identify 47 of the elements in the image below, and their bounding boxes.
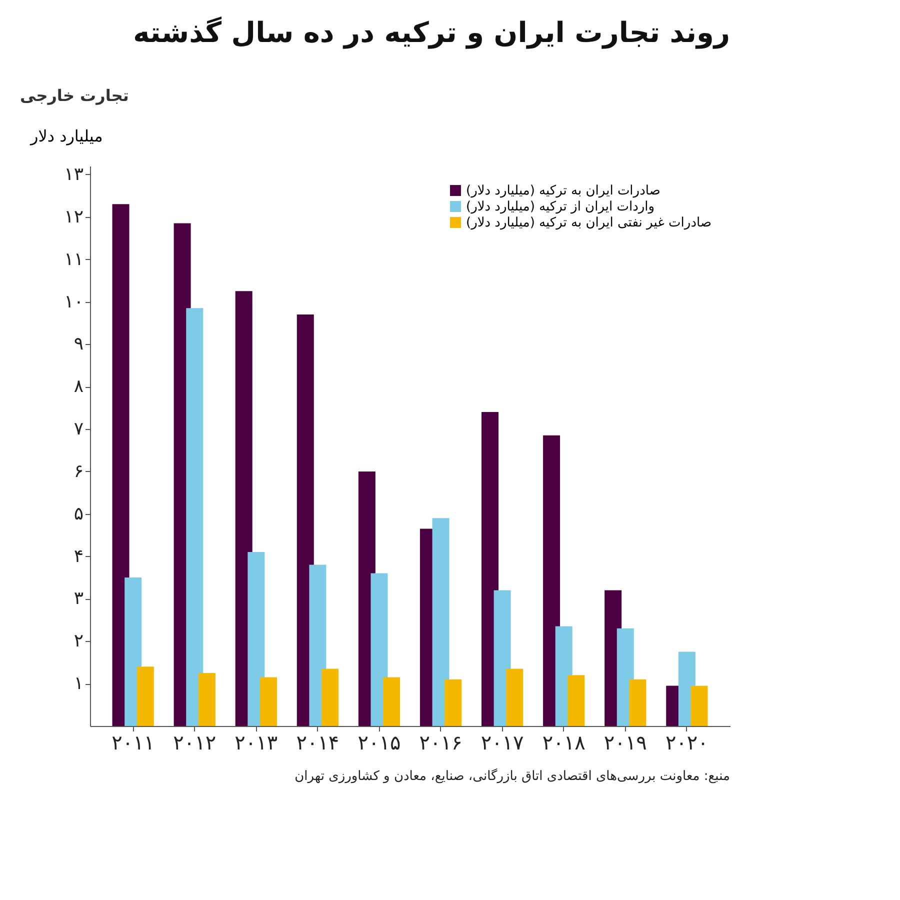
x-tick-label: ۲۰۱۳	[234, 730, 278, 754]
y-tick-label: ۱۰	[64, 291, 84, 312]
x-tick-label: ۲۰۱۵	[358, 730, 401, 754]
x-tick-label: ۲۰۱۷	[480, 730, 524, 754]
bar	[690, 686, 708, 726]
y-tick-label: ۵	[74, 503, 84, 524]
bar	[186, 308, 204, 726]
y-axis-title: میلیارد دلار	[30, 126, 103, 146]
bar	[506, 668, 524, 726]
x-tick-label: ۲۰۱۱	[112, 730, 155, 754]
y-tick-label: ۱۳	[64, 164, 84, 185]
x-tick-label: ۲۰۱۴	[296, 730, 340, 754]
y-tick-label: ۷	[74, 418, 84, 440]
legend-label: واردات ایران از ترکیه (میلیارد دلار)	[466, 200, 655, 214]
bar	[136, 666, 154, 726]
x-tick-label: ۲۰۱۸	[542, 730, 586, 754]
y-tick-label: ۸	[74, 376, 84, 398]
y-tick-label: ۱۱	[64, 248, 84, 270]
text: منبع: معاونت بررسی‌های اقتصادی اتاق بازرگانی، صنایع، معادن و کشاورزی تهران	[294, 768, 730, 784]
bar	[543, 435, 560, 726]
x-tick-label: ۲۰۲۰	[665, 730, 708, 754]
bar	[432, 518, 450, 726]
y-tick-label: ۱۲	[64, 206, 84, 228]
y-tick-label: ۳	[74, 588, 84, 610]
bar	[309, 564, 326, 726]
bar	[629, 679, 646, 726]
x-tick-label: ۲۰۱۲	[173, 730, 216, 754]
bar	[260, 677, 277, 726]
y-tick-label: ۴	[74, 546, 84, 567]
legend-label: صادرات غیر نفتی ایران به ترکیه (میلیارد دلار)	[466, 216, 712, 230]
y-tick-label: ۲	[74, 630, 84, 652]
bar	[248, 552, 265, 726]
text: تجارت خارجی	[20, 86, 129, 105]
bar	[112, 204, 130, 726]
chart-title: روند تجارت ایران و ترکیه در ده سال گذشته	[133, 16, 730, 49]
bar	[322, 668, 338, 726]
bar	[370, 573, 388, 726]
x-tick-label: ۲۰۱۹	[604, 730, 647, 754]
y-tick-label: ۹	[74, 334, 84, 355]
y-tick-label: ۶	[74, 460, 84, 482]
bar	[568, 675, 585, 726]
y-tick-label: ۱	[74, 673, 84, 694]
bar	[198, 672, 216, 726]
x-tick-label: ۲۰۱۶	[419, 730, 462, 754]
legend-label: صادرات ایران به ترکیه (میلیارد دلار)	[466, 184, 660, 198]
bar	[383, 677, 400, 726]
bar	[444, 679, 462, 726]
